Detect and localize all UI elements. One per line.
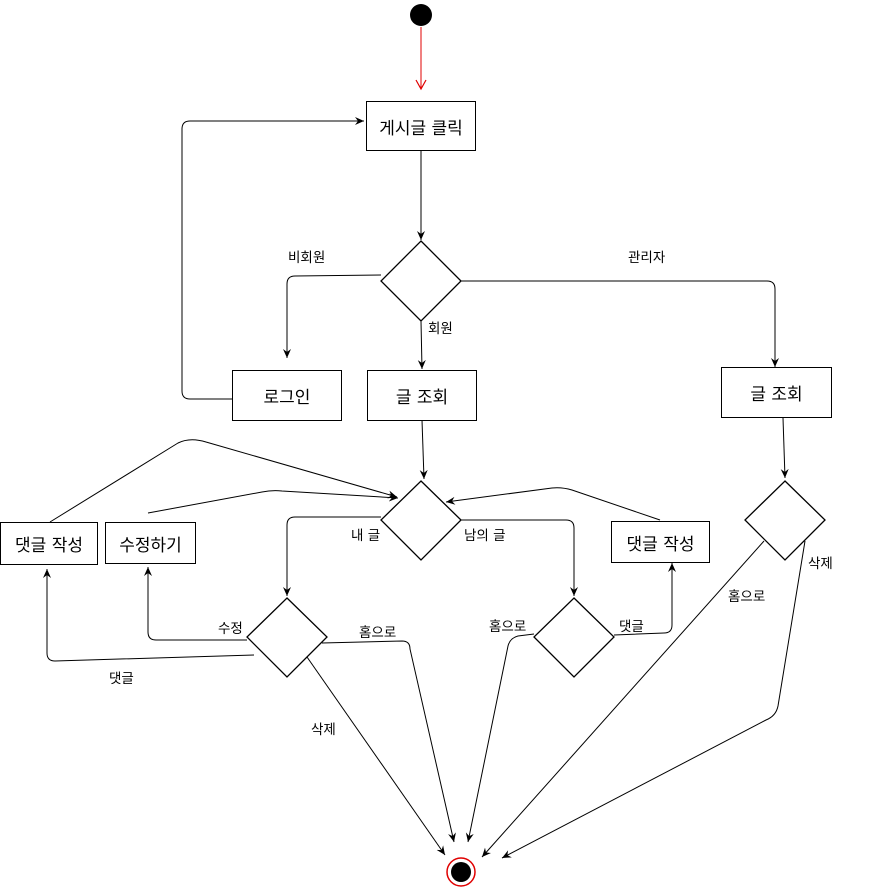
edge-my-to-delete <box>306 656 446 856</box>
decision-admin-action <box>744 480 826 561</box>
view-post-admin-node: 글 조회 <box>721 367 832 418</box>
label-member: 회원 <box>428 321 453 337</box>
edge-others-to-home <box>465 633 535 843</box>
edge-login-to-click <box>181 117 364 400</box>
decision-my-post-action <box>246 597 328 678</box>
edge-comment-left-to-owner <box>49 439 398 523</box>
label-home-left: 홈으로 <box>359 625 397 641</box>
write-comment-left-node: 댓글 작성 <box>0 522 98 565</box>
decision-user-type <box>380 240 462 322</box>
label-delete-admin: 삭제 <box>808 556 833 572</box>
end-node-inner <box>451 862 471 882</box>
label-others-post: 남의 글 <box>464 528 506 544</box>
edge-admin-to-delete <box>501 540 806 859</box>
label-edit-branch: 수정 <box>218 621 243 637</box>
decision-others-post-action <box>533 597 615 678</box>
edge-decision-to-admin-view <box>461 280 779 367</box>
edge-my-to-comment <box>43 569 255 662</box>
start-node <box>410 4 432 26</box>
label-my-post: 내 글 <box>351 528 381 544</box>
decision-post-owner <box>380 480 462 561</box>
edge-admin-to-home <box>481 540 765 858</box>
edge-my-to-edit <box>144 567 247 641</box>
view-post-member-node: 글 조회 <box>367 370 477 421</box>
edge-decision-to-view <box>417 320 426 370</box>
edge-owner-to-others <box>461 519 578 596</box>
label-admin: 관리자 <box>628 250 666 266</box>
login-node: 로그인 <box>232 370 342 421</box>
edge-edit-to-owner <box>147 490 399 514</box>
label-comment-right: 댓글 <box>619 619 644 635</box>
edge-my-to-home <box>321 640 456 843</box>
edge-admin-view-to-decision <box>780 417 789 479</box>
edge-decision-to-login <box>283 274 382 358</box>
write-comment-right-node: 댓글 작성 <box>611 521 710 563</box>
edge-view-to-owner <box>419 419 428 480</box>
label-delete-left: 삭제 <box>311 722 336 738</box>
label-non-member: 비회원 <box>288 250 326 266</box>
click-post-node: 게시글 클릭 <box>366 101 476 151</box>
edge-comment-right-to-owner <box>445 487 661 521</box>
label-home-admin: 홈으로 <box>728 589 766 605</box>
edge-owner-to-my <box>283 516 381 596</box>
label-comment-left: 댓글 <box>109 671 134 687</box>
edit-node: 수정하기 <box>105 522 196 564</box>
label-home-right: 홈으로 <box>489 619 527 635</box>
edge-others-to-comment <box>613 563 676 636</box>
edges <box>43 27 806 859</box>
